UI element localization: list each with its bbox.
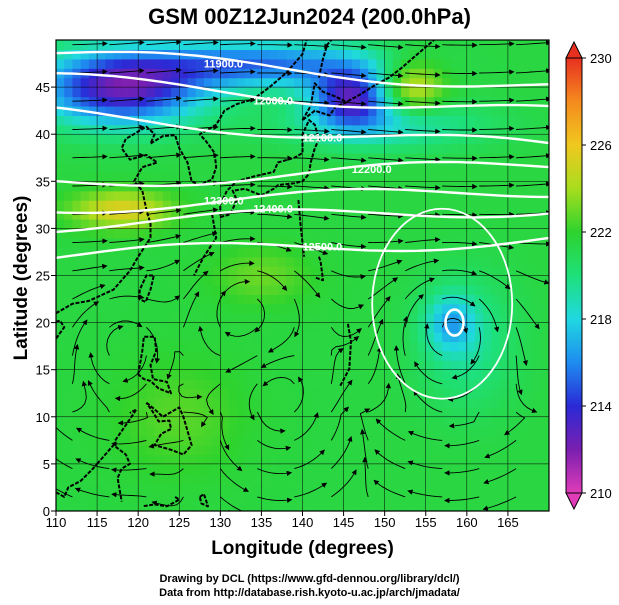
contour-line [56, 208, 549, 234]
contour-line [56, 187, 549, 215]
colorbar-tick-label: 210 [590, 486, 612, 501]
y-tick-label: 25 [36, 269, 50, 284]
contour-label: 12500.0 [303, 242, 343, 254]
y-tick-label: 35 [36, 174, 50, 189]
colorbar-tick-label: 218 [590, 312, 612, 327]
y-tick-label: 5 [43, 457, 50, 472]
y-tick-label: 40 [36, 127, 50, 142]
y-axis: 0 5 10 15 20 25 30 35 40 45 [36, 80, 56, 519]
colorbar-min-arrow [565, 492, 583, 511]
contour-line [56, 160, 549, 188]
contour-line [56, 236, 549, 259]
temperature-field [56, 40, 549, 511]
height-contours: 11900.0 12000.0 12100.0 12200.0 12300.0 12400… [56, 50, 549, 400]
contour-label: 12400.0 [253, 204, 293, 216]
colorbar-tick-label: 222 [590, 225, 612, 240]
y-axis-label: Latitude (degrees) [11, 195, 32, 361]
contour-line [56, 72, 549, 110]
y-tick-label: 20 [36, 316, 50, 331]
x-tick-label: 140 [292, 515, 314, 530]
contour-label: 12000.0 [253, 95, 293, 107]
credit-drawing: Drawing by DCL (https://www.gfd-dennou.o… [159, 573, 460, 585]
x-tick-label: 110 [46, 515, 67, 530]
y-tick-label: 10 [36, 410, 50, 425]
colorbar-max-arrow [565, 40, 583, 59]
x-tick-label: 160 [456, 515, 478, 530]
colorbar-tick-label: 230 [590, 51, 612, 66]
colorbar-tick-label: 226 [590, 138, 612, 153]
contour-ring [444, 308, 465, 337]
colorbar-tick-label: 214 [590, 399, 612, 414]
contour-line [56, 50, 549, 88]
x-tick-label: 125 [168, 515, 190, 530]
x-tick-label: 165 [497, 515, 519, 530]
chart-title: GSM 00Z12Jun2024 (200.0hPa) [148, 4, 471, 29]
x-axis: 110 115 120 125 130 135 140 145 150 155 160 165 [46, 511, 519, 530]
x-tick-label: 115 [87, 515, 108, 530]
contour-label: 12100.0 [303, 133, 343, 145]
contour-label: 11900.0 [204, 58, 243, 70]
x-tick-label: 155 [415, 515, 437, 530]
y-tick-label: 45 [36, 80, 50, 95]
x-tick-label: 145 [333, 515, 355, 530]
x-tick-label: 150 [374, 515, 396, 530]
colorbar: 230 226 222 218 214 210 [565, 40, 612, 511]
contour-label: 12200.0 [352, 164, 392, 176]
credit-data: Data from http://database.rish.kyoto-u.a… [159, 587, 460, 599]
y-tick-label: 0 [43, 504, 50, 519]
colorbar-scale [565, 57, 583, 494]
lat-lon-grid [56, 40, 549, 511]
contour-label: 12300.0 [204, 195, 244, 207]
x-tick-label: 120 [127, 515, 149, 530]
y-tick-label: 15 [36, 363, 50, 378]
y-tick-label: 30 [36, 221, 50, 236]
x-axis-label: Longitude (degrees) [211, 538, 394, 559]
x-tick-label: 135 [251, 515, 273, 530]
contour-line [56, 106, 549, 145]
x-tick-label: 130 [209, 515, 231, 530]
contour-ring [371, 207, 514, 400]
